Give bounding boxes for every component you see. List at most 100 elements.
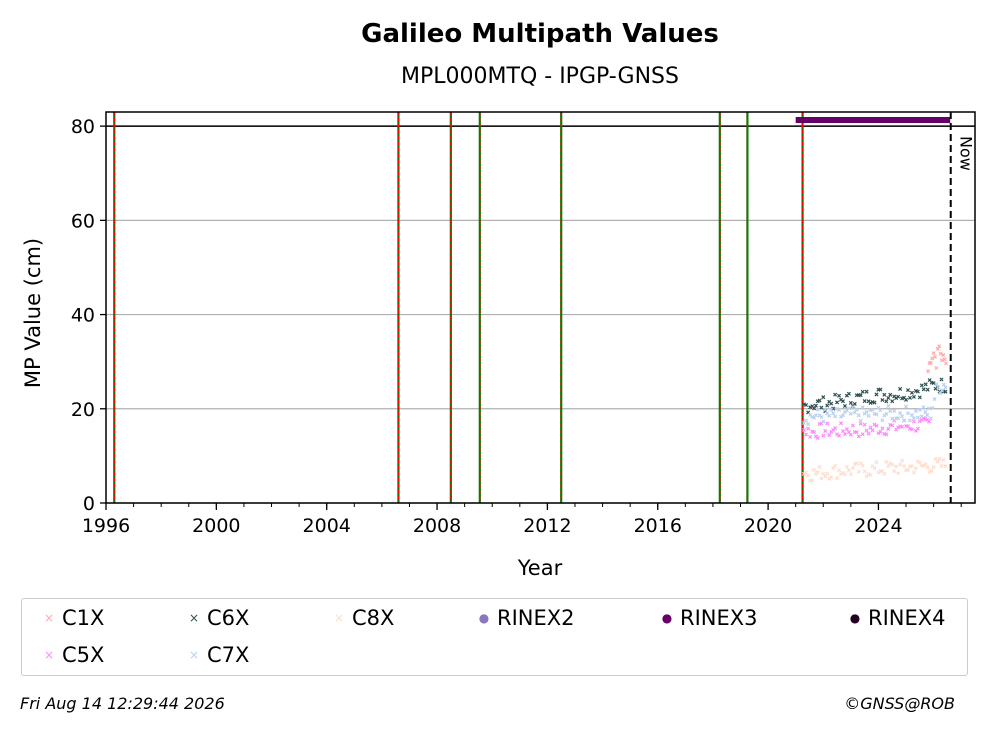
data-point-c6x <box>808 405 813 410</box>
x-tick-label: 2008 <box>413 515 461 537</box>
data-point-c6x <box>884 399 889 404</box>
data-point-c7x <box>911 416 916 421</box>
data-point-c1x <box>931 351 936 356</box>
y-tick-label: 0 <box>83 493 95 515</box>
data-point-c6x <box>817 398 822 403</box>
data-point-c1x <box>928 360 933 365</box>
data-point-c6x <box>804 402 809 408</box>
data-point-c6x <box>886 395 891 400</box>
data-point-c6x <box>846 391 851 396</box>
chart-title: Galileo Multipath Values <box>361 19 719 49</box>
data-point-c7x <box>806 422 811 427</box>
data-point-c6x <box>925 387 930 392</box>
data-point-c1x <box>938 351 943 356</box>
data-point-c7x <box>848 411 853 416</box>
data-point-c7x <box>934 381 939 387</box>
data-point-c7x <box>930 405 935 411</box>
data-point-c1x <box>937 344 942 349</box>
data-point-c8x <box>848 472 853 477</box>
data-point-c8x <box>812 467 817 472</box>
data-point-c7x <box>915 415 920 420</box>
legend-label: RINEX2 <box>497 606 575 630</box>
data-point-c5x <box>874 423 879 428</box>
data-point-c6x <box>905 388 911 393</box>
data-point-c8x <box>884 459 889 464</box>
data-point-c8x <box>850 466 855 471</box>
data-point-c7x <box>936 385 941 390</box>
data-point-c6x <box>858 393 863 398</box>
legend-marker-icon: × <box>43 648 55 662</box>
legend-item-rinex3: ● RINEX3 <box>654 606 758 630</box>
data-point-c8x <box>943 464 948 469</box>
footer-credit: ©GNSS@ROB <box>844 694 955 713</box>
data-point-c5x <box>804 432 809 437</box>
legend-marker-icon: × <box>43 611 55 625</box>
data-point-c8x <box>854 461 859 466</box>
data-point-c7x <box>905 411 911 416</box>
data-point-c5x <box>926 419 932 424</box>
data-point-c1x <box>934 366 939 371</box>
data-point-c5x <box>833 426 838 431</box>
data-point-c5x <box>815 435 820 440</box>
data-point-c5x <box>866 431 871 436</box>
y-tick-label: 40 <box>71 305 95 327</box>
data-point-c7x <box>888 409 893 414</box>
data-point-c5x <box>860 432 865 437</box>
data-point-c5x <box>880 426 885 431</box>
data-point-c5x <box>812 430 817 435</box>
data-point-c8x <box>900 458 905 463</box>
data-point-c7x <box>870 407 875 412</box>
y-axis-label: MP Value (cm) <box>21 238 45 388</box>
legend-marker-icon: ● <box>478 611 490 625</box>
legend-marker-icon: × <box>333 611 345 625</box>
data-point-c8x <box>829 475 834 480</box>
data-point-c6x <box>907 395 912 400</box>
data-point-c7x <box>831 411 836 416</box>
legend-item-c7x: × C7X <box>181 643 249 667</box>
data-point-c7x <box>886 404 891 409</box>
data-point-c7x <box>919 414 924 419</box>
data-point-c6x <box>860 389 865 394</box>
data-point-c1x <box>926 369 931 374</box>
data-point-c7x <box>928 416 933 421</box>
x-tick-label: 2004 <box>303 515 351 537</box>
data-point-c7x <box>938 391 943 396</box>
data-point-c5x <box>827 433 832 438</box>
data-point-c5x <box>821 433 826 438</box>
data-point-c7x <box>943 385 948 390</box>
data-point-c8x <box>844 464 849 469</box>
data-point-c7x <box>898 411 903 416</box>
data-point-c8x <box>835 476 840 481</box>
data-point-c7x <box>880 418 885 423</box>
data-point-c5x <box>862 422 867 427</box>
data-point-c7x <box>907 418 912 423</box>
data-point-c5x <box>840 429 845 434</box>
data-point-c5x <box>808 434 813 439</box>
data-point-c6x <box>898 386 903 391</box>
legend-item-c5x: × C5X <box>36 643 104 667</box>
data-point-c6x <box>821 395 826 400</box>
legend-item-c8x: × C8X <box>326 606 394 630</box>
data-point-c7x <box>821 419 826 424</box>
data-point-c8x <box>825 471 830 476</box>
data-point-c6x <box>904 397 909 402</box>
data-point-c7x <box>896 415 901 421</box>
data-point-c7x <box>941 382 946 387</box>
data-point-c6x <box>813 403 818 408</box>
data-point-c7x <box>890 416 895 421</box>
data-point-c8x <box>892 469 897 474</box>
data-point-c1x <box>930 356 935 361</box>
legend: × C1X × C6X × C8X ● RINEX2 ● RINEX3 ● RINEX4 × C5X × C7… <box>21 598 968 676</box>
data-point-c7x <box>926 406 932 411</box>
data-point-c5x <box>909 427 914 432</box>
footer-timestamp: Fri Aug 14 12:29:44 2026 <box>20 694 225 713</box>
data-point-c1x <box>944 361 949 366</box>
data-point-c7x <box>837 407 842 412</box>
data-point-c6x <box>812 406 817 411</box>
data-point-c6x <box>872 400 877 405</box>
data-point-c7x <box>866 413 871 418</box>
data-point-c7x <box>858 418 863 423</box>
data-point-c8x <box>890 462 895 467</box>
data-point-c7x <box>856 413 861 418</box>
data-point-c1x <box>935 346 940 351</box>
